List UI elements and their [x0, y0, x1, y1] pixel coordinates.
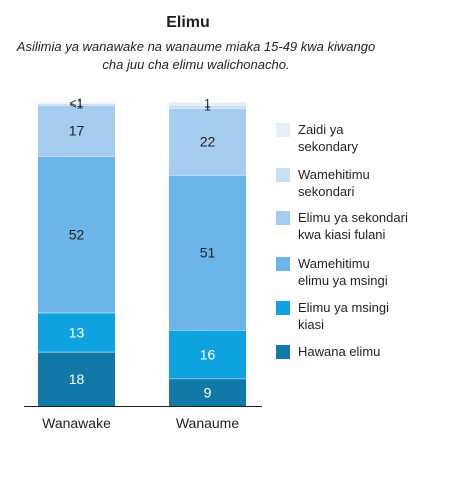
chart-title: Elimu	[166, 14, 210, 31]
data-label: 1	[204, 97, 211, 111]
data-label: 9	[204, 384, 212, 400]
bar-segment	[38, 156, 115, 313]
legend-item: Elimu ya sekondari kwa kiasi fulani	[276, 209, 448, 243]
data-label: 17	[69, 123, 85, 139]
data-label: 16	[200, 346, 216, 362]
bar-segment	[38, 103, 115, 106]
legend-item: Wamehitimu elimu ya msingi	[276, 255, 448, 289]
data-label: <1	[70, 97, 84, 111]
bar-segment	[169, 108, 246, 175]
legend-swatch	[276, 123, 290, 137]
legend-swatch	[276, 345, 290, 359]
bar-segment	[169, 330, 246, 379]
legend-label: Elimu ya msingi kiasi	[298, 300, 390, 332]
data-label: 13	[69, 324, 85, 340]
legend-swatch	[276, 168, 290, 182]
category-label: Wanawake	[42, 415, 111, 431]
legend-swatch	[276, 211, 290, 225]
legend-label: Wamehitimu sekondari	[298, 167, 370, 199]
legend-label: Wamehitimu elimu ya msingi	[298, 256, 388, 288]
data-label: 18	[69, 371, 85, 387]
legend-label: Elimu ya sekondari kwa kiasi fulani	[298, 210, 408, 242]
bar-segment	[169, 105, 246, 109]
legend-swatch	[276, 257, 290, 271]
legend-item: Elimu ya msingi kiasi	[276, 299, 448, 333]
legend-item: Wamehitimu sekondari	[276, 166, 448, 200]
data-label: 52	[69, 226, 85, 242]
data-label: <1	[70, 96, 84, 110]
bar-segment	[38, 105, 115, 157]
bar-segment	[169, 174, 246, 330]
legend-swatch	[276, 301, 290, 315]
bar-segment	[38, 351, 115, 406]
legend-label: Zaidi ya sekondary	[298, 122, 358, 154]
bar-segment	[169, 378, 246, 406]
legend-label: Hawana elimu	[298, 344, 381, 359]
legend-item: Hawana elimu	[276, 343, 448, 360]
data-label: 51	[200, 244, 216, 260]
legend-item: Zaidi ya sekondary	[276, 121, 448, 155]
chart-subtitle: Asilimia ya wanawake na wanaume miaka 15…	[16, 39, 376, 72]
bar-segment	[169, 102, 246, 106]
data-label: 22	[200, 134, 216, 150]
bar-segment	[38, 312, 115, 352]
bar-segment	[38, 102, 115, 104]
data-label: 1	[204, 100, 211, 114]
category-label: Wanaume	[176, 415, 240, 431]
